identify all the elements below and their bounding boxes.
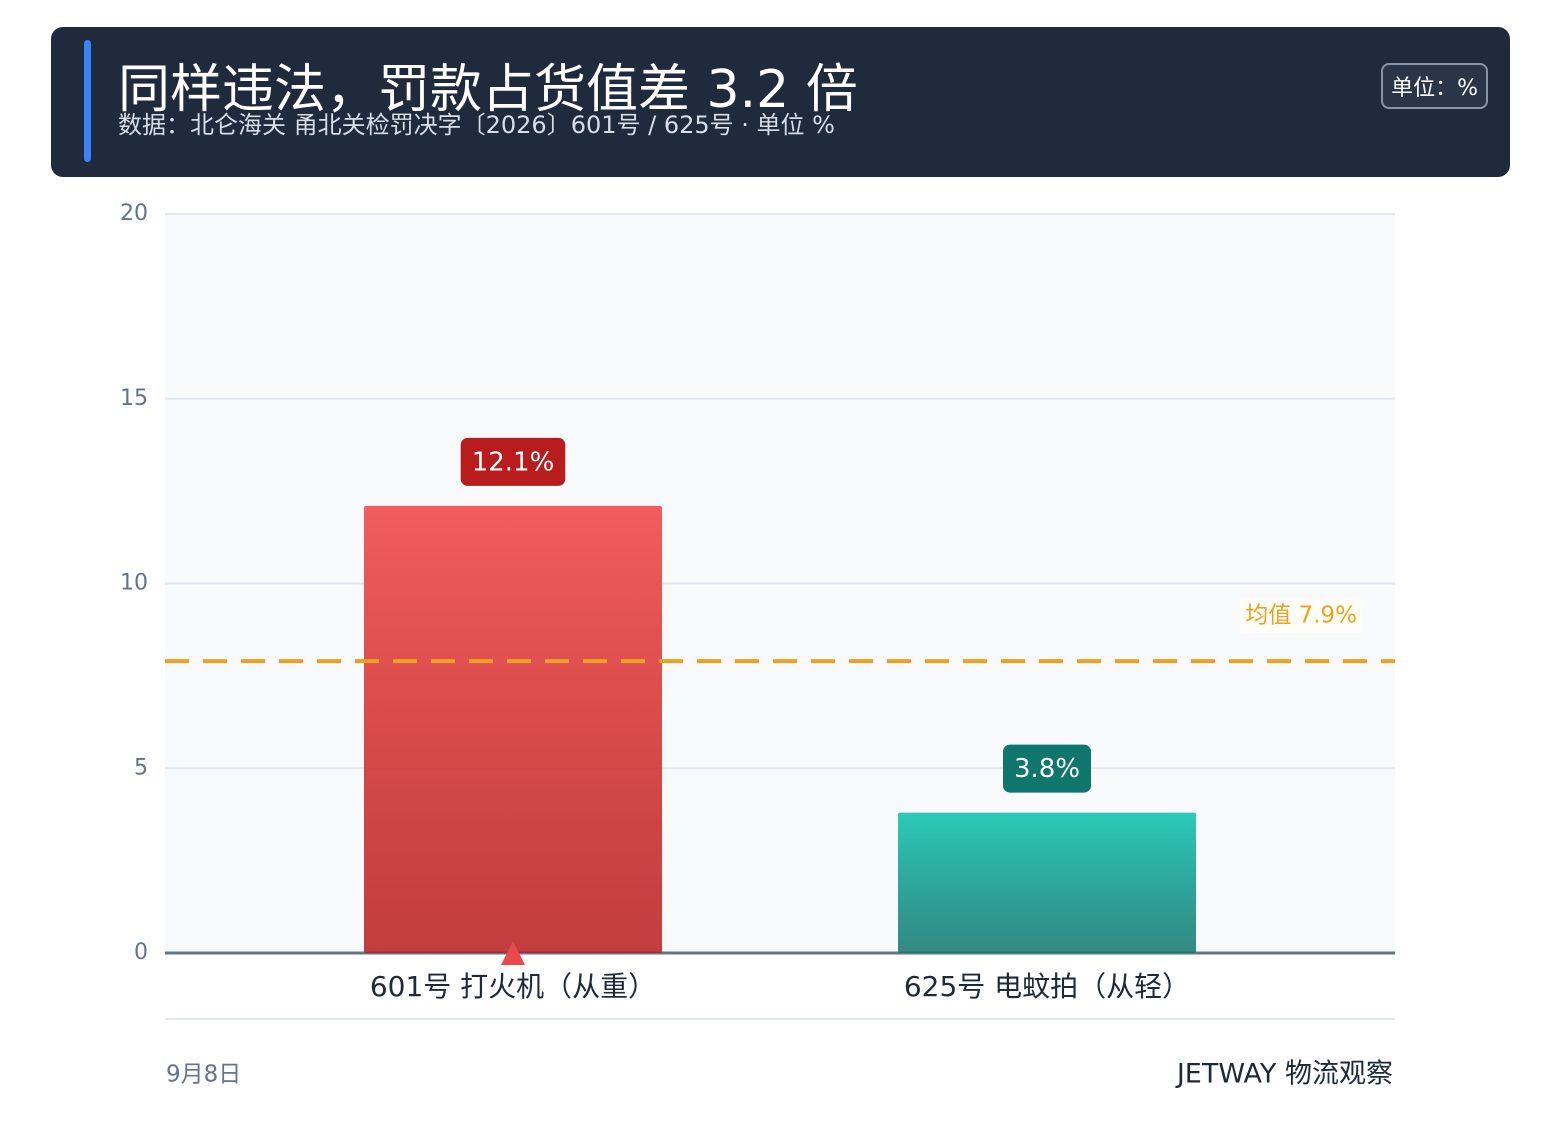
value-label-box [1002,744,1092,793]
value-label-box [460,437,566,486]
y-tick-label: 5 [134,755,148,780]
x-tick-label: 601号 打火机（从重） [370,970,656,1003]
header: 同样违法，罚款占货值差 3.2 倍 数据：北仑海关 甬北关检罚决字〔2026〕6… [51,27,1510,177]
unit-badge: 单位：% [1381,63,1488,109]
highlight-marker [501,941,525,965]
y-tick-label: 0 [134,940,148,965]
y-tick-label: 20 [120,201,148,226]
chart-subtitle: 数据：北仑海关 甬北关检罚决字〔2026〕601号 / 625号 · 单位 % [118,111,835,139]
value-label: 3.8% [1014,754,1080,784]
footer-source: JETWAY 物流观察 [1175,1059,1393,1090]
accent-bar [84,40,91,162]
y-tick-label: 10 [120,571,148,596]
value-label: 12.1% [472,447,555,477]
y-tick-label: 15 [120,386,148,411]
bar [364,505,662,953]
mean-label: 均值 7.9% [1245,603,1357,629]
bar [898,812,1196,953]
mean-label-box [1240,599,1362,634]
chart-title: 同样违法，罚款占货值差 3.2 倍 [118,60,858,120]
x-tick-label: 625号 电蚊拍（从轻） [904,970,1190,1003]
footer-date: 9月8日 [166,1062,241,1088]
